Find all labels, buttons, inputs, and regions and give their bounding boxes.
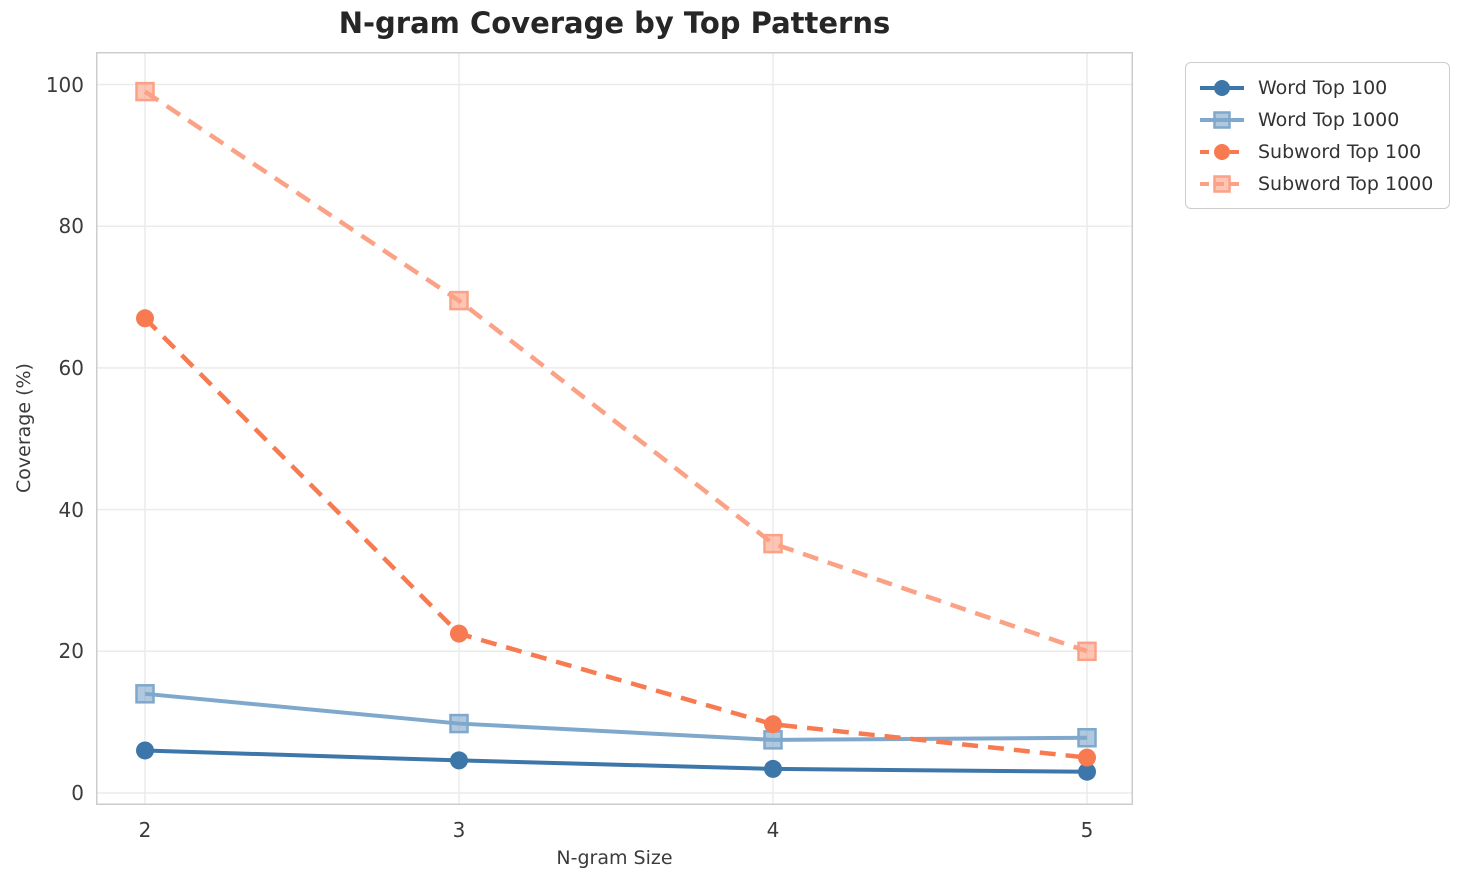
y-tick-label: 20	[58, 639, 84, 664]
series-line-word-top-1000	[144, 691, 1088, 742]
series-line-word-top-100	[144, 748, 1088, 774]
legend-item-word-top-1000: Word Top 1000	[1199, 105, 1433, 134]
y-tick-label: 100	[45, 72, 84, 97]
x-tick-label: 2	[138, 818, 152, 842]
data-point-marker	[1077, 641, 1097, 662]
data-point-marker	[764, 715, 782, 734]
legend-line-sample	[1200, 174, 1244, 193]
x-tick-label: 3	[452, 818, 466, 842]
plot-area	[96, 52, 1133, 805]
data-point-marker	[135, 81, 155, 102]
data-point-marker	[1078, 748, 1096, 767]
series-line-subword-top-1000	[143, 89, 1088, 654]
series-line-subword-top-100	[143, 316, 1088, 760]
y-tick-label: 0	[71, 781, 84, 805]
legend-line-sample	[1200, 79, 1244, 96]
legend-item-word-top-100: Word Top 100	[1199, 73, 1433, 102]
data-point-marker	[136, 309, 154, 328]
data-point-marker	[135, 684, 155, 704]
x-axis-label: N-gram Size	[556, 847, 673, 869]
y-tick-label: 60	[58, 355, 84, 380]
data-point-marker	[136, 741, 154, 760]
legend-label: Subword Top 100	[1258, 140, 1422, 163]
legend-label: Word Top 1000	[1258, 108, 1400, 131]
legend-line-sample	[1200, 143, 1244, 160]
data-point-marker	[763, 730, 783, 750]
legend-line-sample	[1200, 110, 1244, 129]
y-axis-label: Coverage (%)	[13, 363, 35, 493]
legend-label: Subword Top 1000	[1258, 172, 1434, 195]
data-point-marker	[450, 751, 468, 770]
x-tick-label: 4	[766, 818, 780, 842]
data-point-marker	[763, 533, 783, 554]
axes-spines	[96, 52, 1133, 805]
data-point-marker	[449, 290, 469, 311]
y-tick-label: 80	[58, 214, 84, 239]
legend-item-subword-top-100: Subword Top 100	[1199, 137, 1433, 166]
y-tick-label: 40	[58, 497, 84, 522]
x-tick-label: 5	[1080, 818, 1094, 842]
data-point-marker	[1078, 762, 1096, 781]
legend-item-subword-top-1000: Subword Top 1000	[1199, 169, 1433, 198]
data-point-marker	[450, 624, 468, 643]
data-point-marker	[449, 713, 469, 734]
data-point-marker	[1077, 727, 1097, 748]
legend-label: Word Top 100	[1258, 76, 1388, 99]
chart-title: N-gram Coverage by Top Patterns	[338, 6, 891, 40]
data-point-marker	[764, 759, 782, 778]
legend: Word Top 100 Word Top 1000 Subword Top 100…	[1185, 62, 1451, 209]
